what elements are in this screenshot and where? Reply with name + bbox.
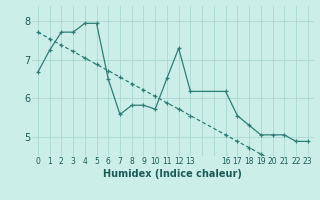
X-axis label: Humidex (Indice chaleur): Humidex (Indice chaleur) [103, 169, 242, 179]
